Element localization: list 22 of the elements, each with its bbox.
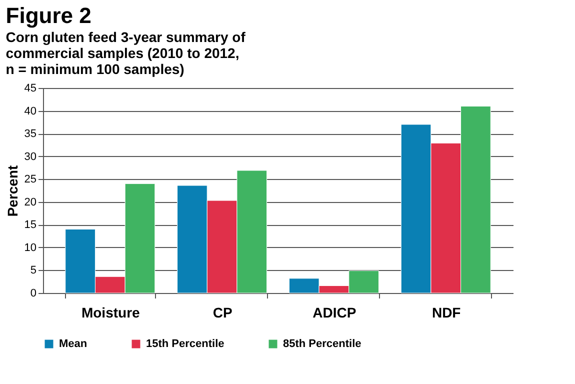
text: commercial samples (2010 to 2012, bbox=[6, 45, 240, 61]
x-tick-label: Moisture bbox=[81, 304, 140, 320]
text: n = minimum 100 samples) bbox=[6, 61, 184, 77]
x-tick-label: ADICP bbox=[312, 304, 356, 320]
x-tick-label: NDF bbox=[432, 304, 462, 320]
y-tick-label: 35 bbox=[24, 128, 36, 140]
x-tick-label: CP bbox=[212, 304, 232, 320]
legend-label: 85th Percentile bbox=[283, 338, 362, 350]
chart-title: Figure 2 bbox=[6, 3, 92, 28]
legend-label: Mean bbox=[59, 338, 88, 350]
y-tick-label: 25 bbox=[24, 174, 36, 186]
legend-label: 15th Percentile bbox=[146, 338, 224, 350]
y-tick-label: 0 bbox=[30, 288, 36, 300]
y-tick-label: 5 bbox=[30, 264, 36, 277]
y-tick-label: 10 bbox=[24, 242, 36, 254]
y-tick-label: 40 bbox=[24, 105, 36, 118]
y-tick-label: 15 bbox=[24, 219, 36, 232]
y-tick-label: 45 bbox=[24, 82, 36, 94]
y-axis-title: Percent bbox=[4, 164, 20, 217]
y-tick-label: 20 bbox=[24, 196, 36, 208]
y-tick-label: 30 bbox=[24, 150, 36, 163]
text: Corn gluten feed 3-year summary of bbox=[6, 29, 246, 45]
